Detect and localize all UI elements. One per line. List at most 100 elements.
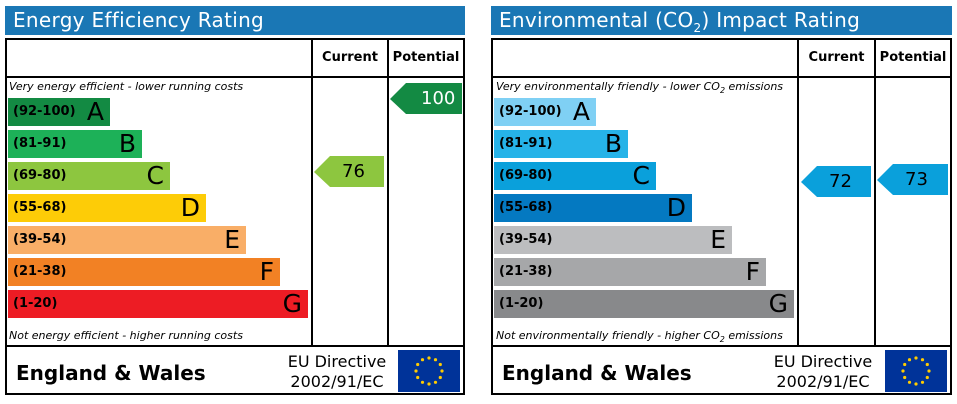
energy-potential-value-text: 100 bbox=[421, 88, 456, 109]
rating-band-b: (81-91) B bbox=[494, 129, 628, 158]
rating-band-letter: F bbox=[745, 257, 760, 286]
rating-band-e: (39-54) E bbox=[8, 225, 246, 254]
rating-band-letter: B bbox=[118, 129, 136, 158]
energy-current-value-text: 76 bbox=[342, 161, 365, 182]
environmental-bottom-note-post: emissions bbox=[724, 329, 783, 342]
eu-star bbox=[440, 369, 444, 373]
rating-band-letter: E bbox=[710, 225, 726, 254]
environmental-bottom-note: Not environmentally friendly - higher CO… bbox=[496, 329, 783, 344]
eu-star bbox=[914, 356, 918, 360]
rating-band-letter: F bbox=[259, 257, 274, 286]
energy-directive-line1: EU Directive bbox=[287, 352, 387, 371]
rating-band-letter: D bbox=[666, 193, 686, 222]
environmental-potential-value: 73 bbox=[893, 164, 949, 195]
environmental-top-note-pre: Very environmentally friendly - lower CO bbox=[496, 80, 720, 93]
environmental-top-note-post: emissions bbox=[725, 80, 784, 93]
rating-band-letter: A bbox=[86, 97, 104, 126]
rating-band-range: (55-68) bbox=[499, 200, 553, 215]
rating-band-g: (1-20) G bbox=[8, 289, 308, 318]
environmental-current-arrow-shape bbox=[801, 166, 871, 197]
environmental-bottom-note-sub: 2 bbox=[719, 335, 725, 345]
energy-current-header: Current bbox=[322, 50, 378, 65]
eu-star bbox=[438, 362, 442, 367]
energy-title: Energy Efficiency Rating bbox=[5, 6, 465, 35]
rating-band-c: (69-80) C bbox=[494, 161, 656, 190]
energy-directive: EU Directive 2002/91/EC bbox=[282, 352, 392, 392]
rating-band-a: (92-100) A bbox=[494, 97, 596, 126]
rating-band-e: (39-54) E bbox=[494, 225, 732, 254]
eu-star bbox=[907, 358, 912, 362]
environmental-impact-panel: Environmental (CO2) Impact Rating Curren… bbox=[491, 0, 952, 404]
rating-band-letter: E bbox=[224, 225, 240, 254]
environmental-potential-header: Potential bbox=[879, 50, 947, 65]
environmental-current-value-text: 72 bbox=[829, 171, 852, 192]
eu-flag-icon bbox=[885, 350, 947, 392]
eu-star bbox=[416, 375, 420, 380]
eu-star bbox=[420, 358, 425, 362]
environmental-frame bbox=[491, 38, 952, 395]
environmental-directive: EU Directive 2002/91/EC bbox=[768, 352, 878, 392]
environmental-footer-divider bbox=[491, 345, 952, 347]
energy-potential-value: 100 bbox=[406, 83, 462, 114]
environmental-title-sub: 2 bbox=[693, 21, 702, 35]
rating-band-range: (39-54) bbox=[13, 232, 67, 247]
energy-directive-line2: 2002/91/EC bbox=[290, 372, 384, 391]
rating-band-d: (55-68) D bbox=[494, 193, 692, 222]
rating-band-range: (69-80) bbox=[13, 168, 67, 183]
eu-star bbox=[927, 369, 931, 373]
eu-star bbox=[907, 380, 912, 384]
energy-header-divider bbox=[5, 76, 465, 78]
rating-band-letter: C bbox=[632, 161, 650, 190]
environmental-potential-value-text: 73 bbox=[905, 169, 928, 190]
energy-potential-arrow bbox=[390, 83, 462, 114]
environmental-directive-line1: EU Directive bbox=[773, 352, 873, 371]
rating-band-range: (81-91) bbox=[13, 136, 67, 151]
energy-potential-arrow-shape bbox=[390, 83, 462, 114]
rating-band-a: (92-100) A bbox=[8, 97, 110, 126]
environmental-current-header: Current bbox=[808, 50, 865, 65]
energy-footer-region: England & Wales bbox=[16, 361, 206, 385]
environmental-title-pre: Environmental (CO bbox=[499, 8, 694, 32]
energy-top-note: Very energy efficient - lower running co… bbox=[9, 80, 244, 93]
rating-band-range: (1-20) bbox=[13, 296, 58, 311]
environmental-bottom-note-pre: Not environmentally friendly - higher CO bbox=[496, 329, 720, 342]
eu-flag-icon bbox=[398, 350, 460, 392]
rating-band-letter: G bbox=[282, 289, 302, 318]
eu-star bbox=[433, 380, 438, 384]
eu-star bbox=[416, 362, 420, 367]
eu-star bbox=[433, 358, 438, 362]
eu-star bbox=[427, 382, 431, 386]
environmental-title: Environmental (CO2) Impact Rating bbox=[491, 6, 952, 35]
eu-star bbox=[427, 356, 431, 360]
environmental-header-divider bbox=[491, 76, 952, 78]
rating-band-range: (92-100) bbox=[499, 104, 562, 119]
eu-star bbox=[414, 369, 418, 373]
energy-col-divider-1 bbox=[311, 38, 313, 345]
energy-footer-divider bbox=[5, 345, 465, 347]
eu-star bbox=[925, 375, 929, 380]
rating-band-range: (92-100) bbox=[13, 104, 76, 119]
energy-current-arrow bbox=[314, 156, 384, 187]
environmental-title-post: ) Impact Rating bbox=[701, 8, 861, 32]
environmental-col-divider-1 bbox=[797, 38, 799, 345]
energy-current-value: 76 bbox=[330, 156, 386, 187]
rating-band-d: (55-68) D bbox=[8, 193, 206, 222]
rating-band-range: (81-91) bbox=[499, 136, 553, 151]
eu-star bbox=[903, 375, 907, 380]
rating-band-range: (39-54) bbox=[499, 232, 553, 247]
rating-band-range: (55-68) bbox=[13, 200, 67, 215]
environmental-potential-arrow-shape bbox=[877, 164, 948, 195]
environmental-top-note-sub: 2 bbox=[719, 86, 726, 96]
environmental-directive-line2: 2002/91/EC bbox=[776, 372, 870, 391]
energy-frame bbox=[5, 38, 465, 395]
eu-star bbox=[925, 362, 929, 367]
rating-band-letter: B bbox=[604, 129, 622, 158]
rating-band-range: (1-20) bbox=[499, 296, 544, 311]
rating-band-range: (69-80) bbox=[499, 168, 553, 183]
rating-band-letter: G bbox=[768, 289, 788, 318]
energy-col-divider-2 bbox=[387, 38, 389, 345]
eu-star bbox=[903, 362, 907, 367]
rating-band-f: (21-38) F bbox=[494, 257, 766, 286]
eu-star bbox=[901, 369, 905, 373]
eu-star bbox=[438, 375, 442, 380]
